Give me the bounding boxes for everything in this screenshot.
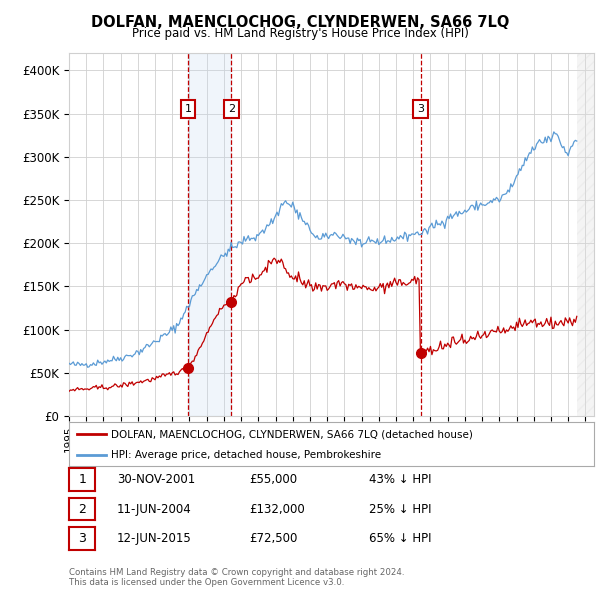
- Text: 65% ↓ HPI: 65% ↓ HPI: [369, 532, 431, 545]
- Text: Price paid vs. HM Land Registry's House Price Index (HPI): Price paid vs. HM Land Registry's House …: [131, 27, 469, 40]
- Text: £55,000: £55,000: [249, 473, 297, 486]
- Text: 43% ↓ HPI: 43% ↓ HPI: [369, 473, 431, 486]
- Text: 2: 2: [228, 104, 235, 114]
- Text: 1: 1: [78, 473, 86, 486]
- Text: HPI: Average price, detached house, Pembrokeshire: HPI: Average price, detached house, Pemb…: [111, 450, 381, 460]
- Text: 2: 2: [78, 503, 86, 516]
- Text: £132,000: £132,000: [249, 503, 305, 516]
- Text: 3: 3: [78, 532, 86, 545]
- Text: 11-JUN-2004: 11-JUN-2004: [117, 503, 192, 516]
- Text: Contains HM Land Registry data © Crown copyright and database right 2024.
This d: Contains HM Land Registry data © Crown c…: [69, 568, 404, 587]
- Bar: [188, 53, 232, 416]
- Bar: [577, 53, 594, 416]
- Text: 12-JUN-2015: 12-JUN-2015: [117, 532, 192, 545]
- Text: 30-NOV-2001: 30-NOV-2001: [117, 473, 195, 486]
- Text: 1: 1: [185, 104, 191, 114]
- Text: DOLFAN, MAENCLOCHOG, CLYNDERWEN, SA66 7LQ (detached house): DOLFAN, MAENCLOCHOG, CLYNDERWEN, SA66 7L…: [111, 430, 473, 439]
- Text: DOLFAN, MAENCLOCHOG, CLYNDERWEN, SA66 7LQ: DOLFAN, MAENCLOCHOG, CLYNDERWEN, SA66 7L…: [91, 15, 509, 30]
- Text: 3: 3: [418, 104, 424, 114]
- Text: 25% ↓ HPI: 25% ↓ HPI: [369, 503, 431, 516]
- Text: £72,500: £72,500: [249, 532, 298, 545]
